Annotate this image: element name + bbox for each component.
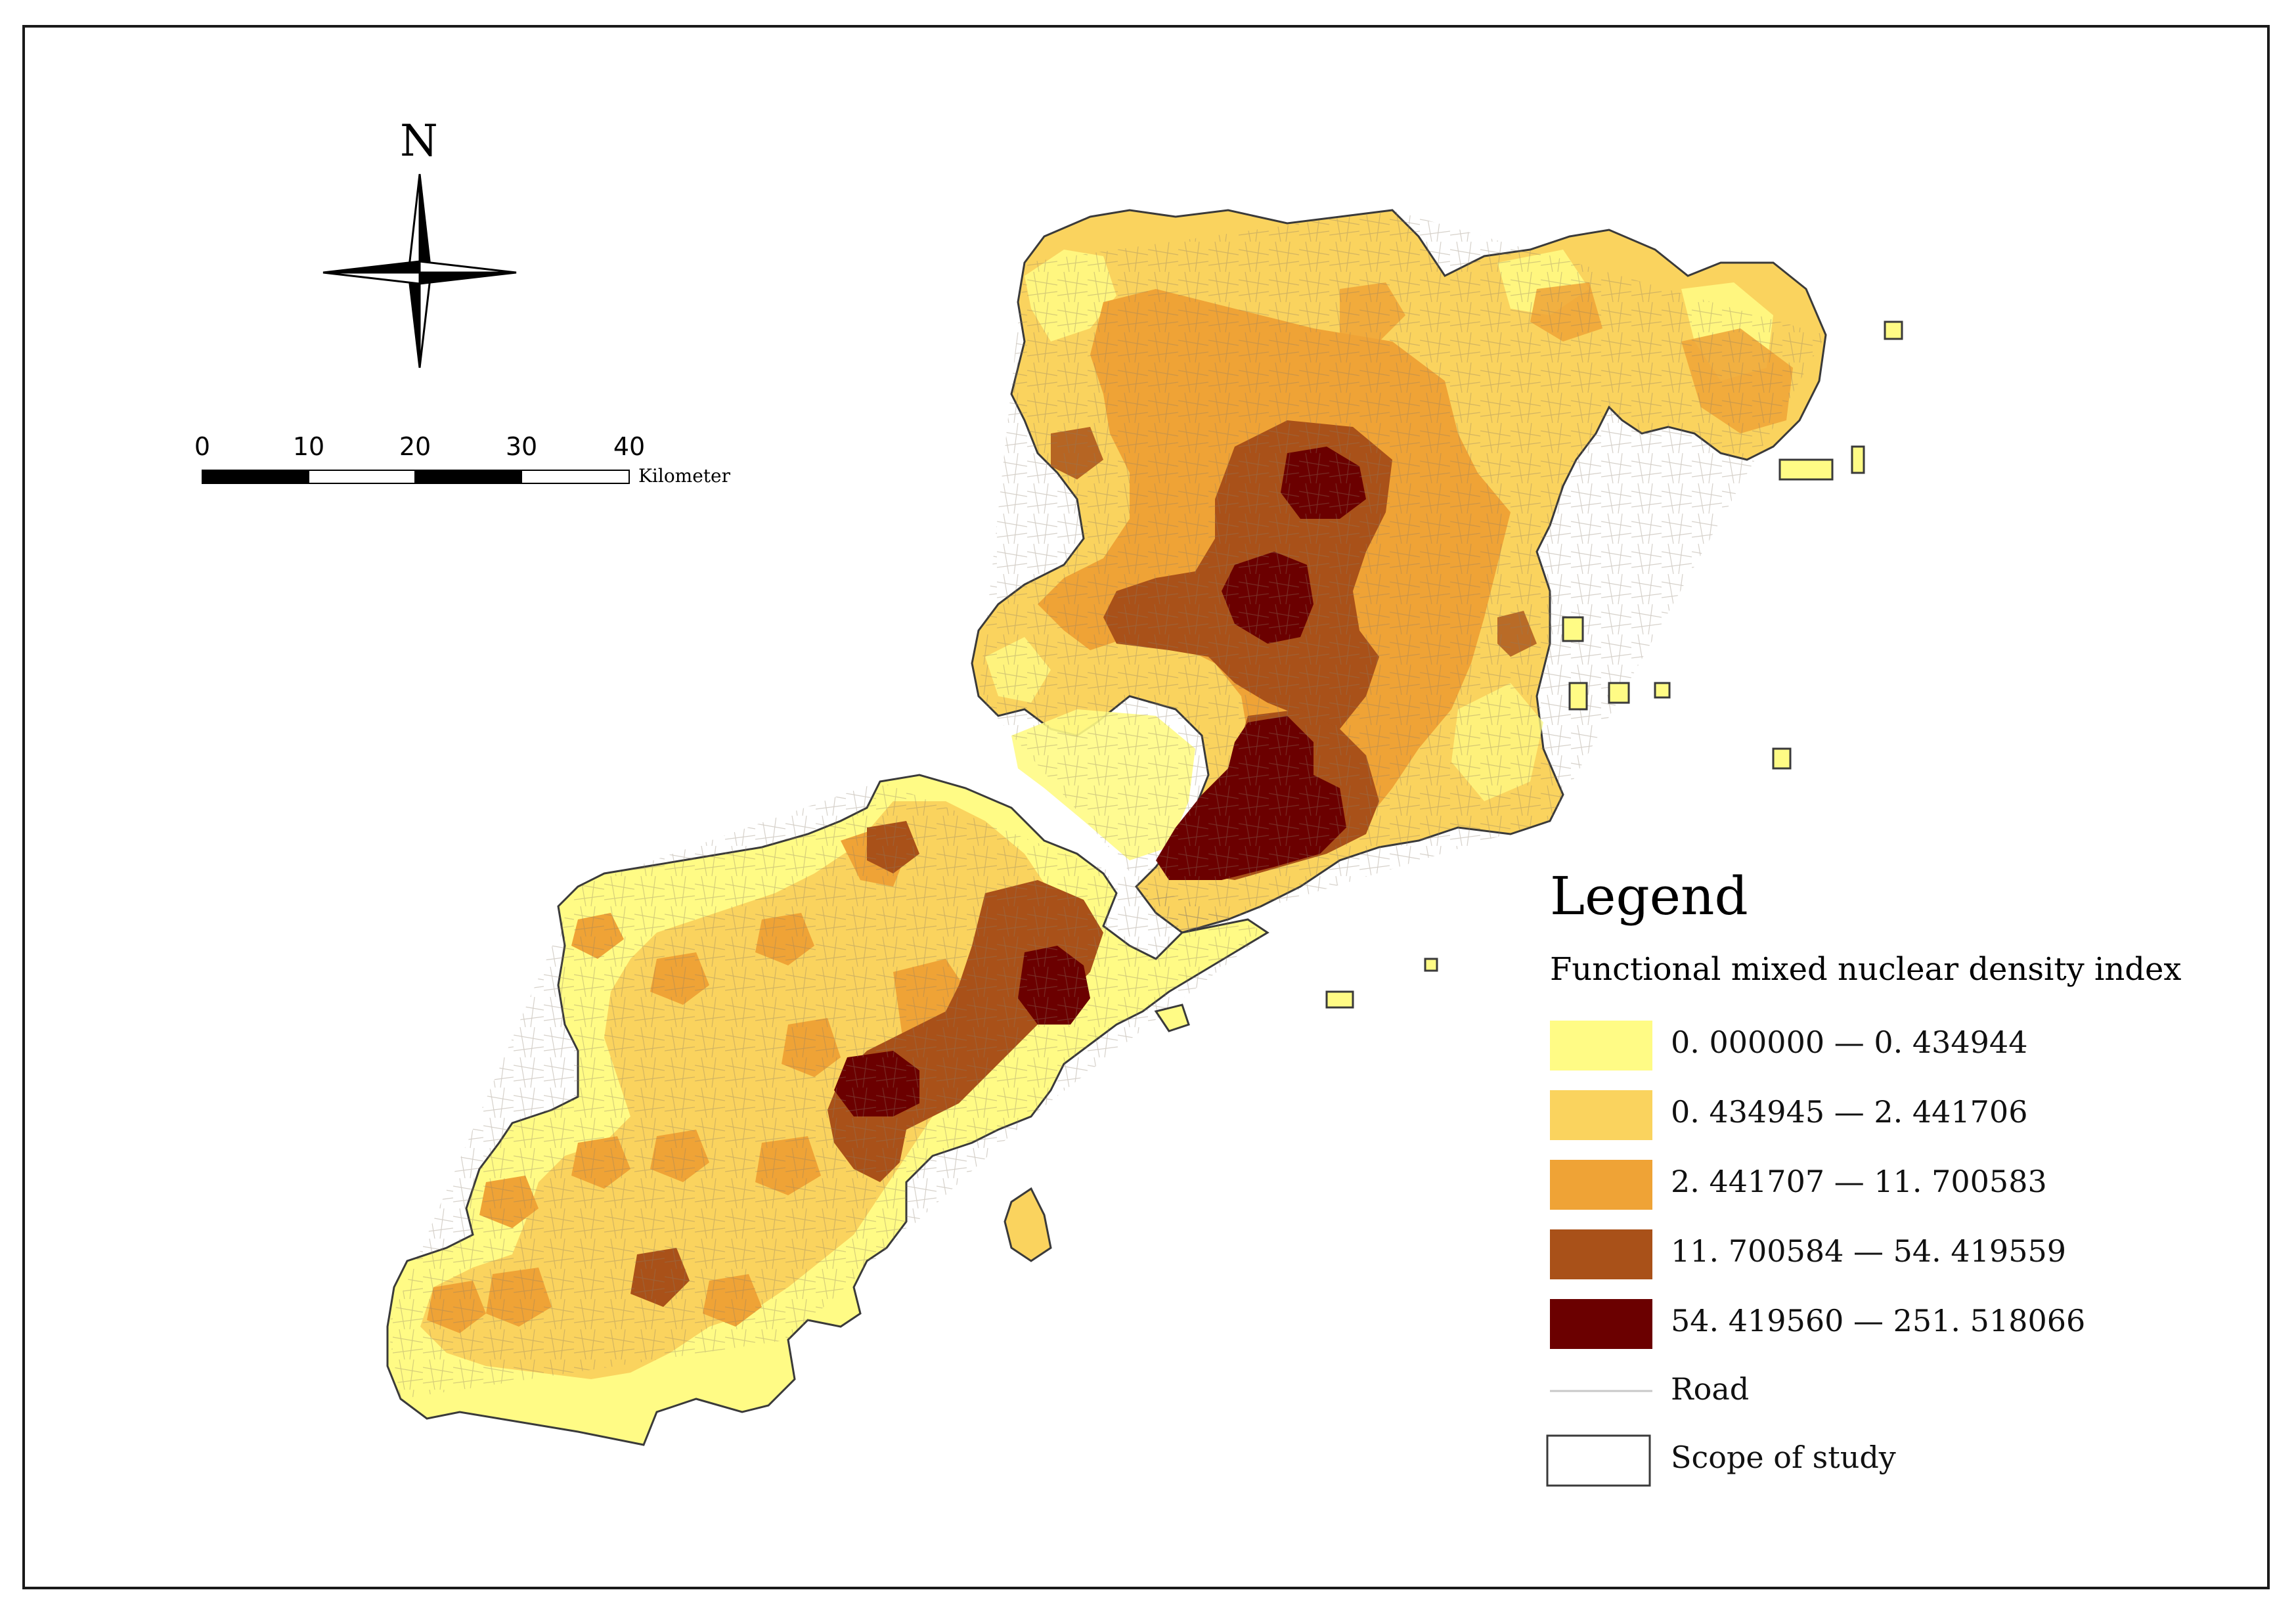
study-area-south [386,774,1269,1446]
legend-swatch-4 [1550,1229,1652,1279]
legend-label-1: 0. 000000 — 0. 434944 [1671,1025,2028,1060]
scale-unit: Kilometer [638,465,731,487]
scale-tick-30: 30 [505,432,538,461]
scale-tick-20: 20 [399,432,431,461]
scale-tick-0: 0 [194,432,211,461]
legend-scope-label: Scope of study [1671,1440,1896,1475]
islands [1004,320,1903,1262]
legend-swatch-2 [1550,1090,1652,1140]
legend-road-label: Road [1671,1371,1750,1407]
legend-subtitle: Functional mixed nuclear density index [1550,951,2182,988]
legend-scope-box [1546,1434,1651,1487]
scale-tick-40: 40 [613,432,646,461]
legend-label-3: 2. 441707 — 11. 700583 [1671,1164,2047,1199]
legend-swatch-5 [1550,1299,1652,1349]
legend-label-5: 54. 419560 — 251. 518066 [1671,1303,2086,1338]
legend-swatch-3 [1550,1160,1652,1210]
legend-label-2: 0. 434945 — 2. 441706 [1671,1094,2028,1130]
map-frame [22,25,2270,1589]
north-label: N [400,116,438,166]
scale-bar [202,470,630,484]
legend-swatch-1 [1550,1021,1652,1070]
north-arrow-icon [322,173,517,368]
legend-label-4: 11. 700584 — 54. 419559 [1671,1233,2066,1269]
scale-tick-10: 10 [292,432,325,461]
study-area-north [971,209,1827,934]
legend-title: Legend [1550,866,1748,927]
